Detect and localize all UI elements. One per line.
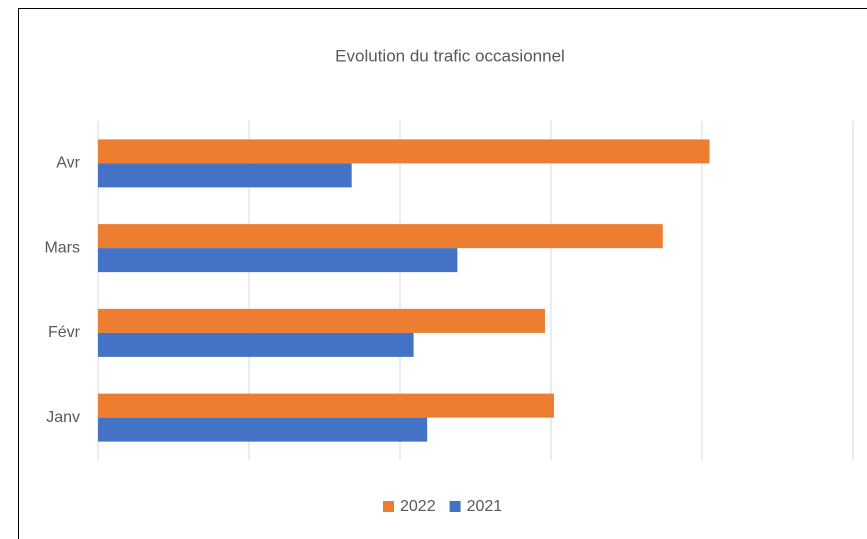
- legend-swatch: [449, 501, 461, 512]
- chart-frame: [18, 8, 867, 539]
- y-tick-label: Mars: [44, 239, 80, 256]
- bar: [98, 248, 458, 273]
- y-tick-label: Janv: [46, 409, 80, 426]
- bar: [98, 332, 414, 357]
- legend-label: 2021: [467, 498, 503, 515]
- chart-title: Evolution du trafic occasionnel: [335, 46, 565, 65]
- y-tick-label: Févr: [48, 324, 81, 341]
- legend-swatch: [383, 501, 394, 512]
- bar: [98, 417, 428, 442]
- bar: [98, 308, 545, 333]
- y-tick-label: Avr: [56, 155, 80, 172]
- bar: [98, 139, 710, 164]
- bar: [98, 224, 663, 249]
- bar: [98, 393, 555, 418]
- bar: [98, 163, 352, 188]
- legend-label: 2022: [400, 498, 436, 515]
